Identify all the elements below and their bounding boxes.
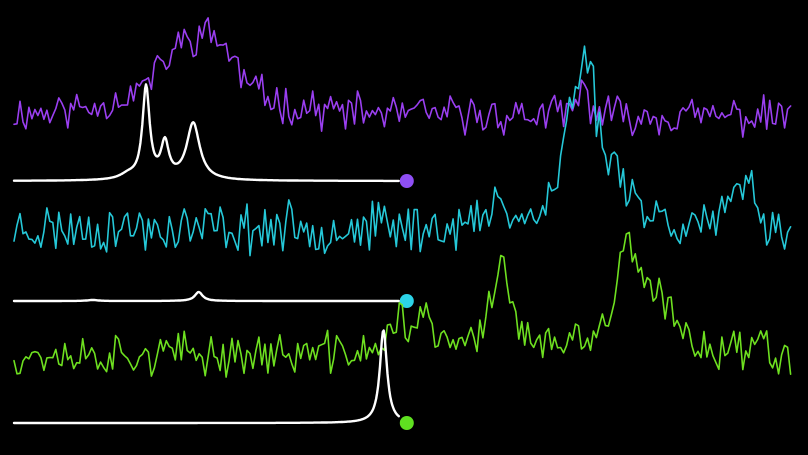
traces-group xyxy=(12,17,792,430)
clean-trace-5 xyxy=(12,329,400,425)
clean-trace-1 xyxy=(12,83,400,183)
trace-end-marker-1 xyxy=(399,174,414,188)
noisy-trace-4 xyxy=(13,231,792,378)
noisy-trace-0 xyxy=(13,17,792,138)
noisy-trace-2 xyxy=(13,45,792,257)
clean-trace-3 xyxy=(12,290,400,303)
trace-end-marker-5 xyxy=(399,416,414,430)
trace-end-marker-3 xyxy=(399,294,414,308)
